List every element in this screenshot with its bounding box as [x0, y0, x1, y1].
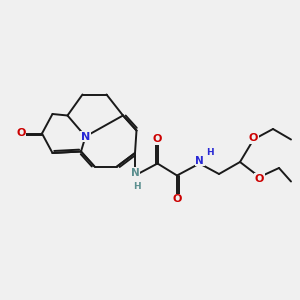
Text: O: O — [16, 128, 26, 139]
Text: H: H — [206, 148, 214, 157]
Text: O: O — [172, 194, 182, 205]
Text: O: O — [255, 173, 264, 184]
Text: N: N — [195, 155, 204, 166]
Text: N: N — [81, 131, 90, 142]
Text: N: N — [130, 167, 140, 178]
Text: H: H — [133, 182, 140, 191]
Text: O: O — [153, 134, 162, 145]
Text: O: O — [249, 133, 258, 143]
